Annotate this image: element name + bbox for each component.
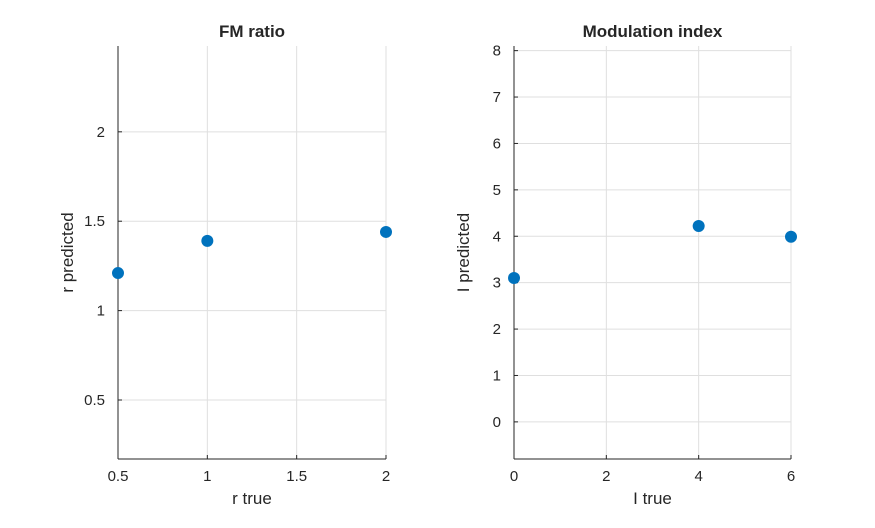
y-tick-label: 2 [97,124,105,141]
y-tick-label: 0 [493,414,501,431]
data-point [380,225,392,238]
x-tick-label: 1 [203,468,211,485]
subplot-modulation-index: 0 2 4 6 0 1 2 3 4 5 6 7 8 Modulation index I true I… [454,22,797,508]
data-point [201,234,214,247]
y-tick-label: 5 [493,182,501,199]
y-tick-label: 7 [493,89,501,106]
subplot-fm-ratio: 0.5 1 1.5 2 0.5 1 1.5 2 FM ratio r true r pred… [58,22,392,508]
chart-title: FM ratio [219,22,285,41]
x-ticks: 0.5 1 1.5 2 [108,455,390,485]
grid-lines [117,46,387,459]
x-ticks: 0 2 4 6 [510,455,795,485]
chart-title: Modulation index [583,22,723,41]
data-points [112,225,392,280]
data-points [508,220,797,285]
y-tick-label: 1.5 [84,213,105,230]
x-tick-label: 2 [382,468,390,485]
x-tick-label: 4 [694,468,702,485]
data-point [692,220,705,233]
data-point [785,230,797,243]
data-point [112,267,124,280]
y-ticks: 0.5 1 1.5 2 [84,124,122,409]
grid-lines [513,46,792,459]
y-tick-label: 1 [97,303,105,320]
x-tick-label: 2 [602,468,610,485]
y-tick-label: 8 [493,43,501,60]
y-axis-label: r predicted [58,212,77,292]
y-tick-label: 1 [493,367,501,384]
x-axis-label: r true [232,489,272,508]
x-tick-label: 1.5 [286,468,307,485]
x-tick-label: 0 [510,468,518,485]
y-tick-label: 6 [493,135,501,152]
y-tick-label: 4 [493,228,501,245]
x-tick-label: 0.5 [108,468,129,485]
x-tick-label: 6 [787,468,795,485]
y-axis-label: I predicted [454,213,473,292]
x-axis-label: I true [633,489,672,508]
y-tick-label: 2 [493,321,501,338]
y-tick-label: 0.5 [84,392,105,409]
y-tick-label: 3 [493,275,501,292]
data-point [508,272,520,285]
